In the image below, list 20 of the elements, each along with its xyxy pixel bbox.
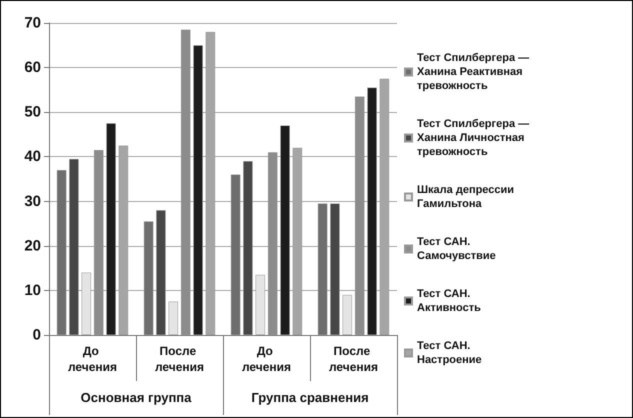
x-tick-label: После лечения — [328, 344, 378, 374]
x-tick-label: До лечения — [68, 344, 118, 374]
legend-label: Тест САН. Активность — [417, 288, 482, 314]
y-tick-label: 70 — [24, 14, 41, 32]
legend-label: Тест САН. Настроение — [417, 340, 482, 366]
y-tick-label: 0 — [32, 326, 41, 344]
y-tick-label: 30 — [24, 192, 41, 210]
x-tick-label: После лечения — [154, 344, 204, 374]
legend-label: Тест Спилбергера — Ханина Личностная тревожность — [417, 118, 532, 158]
text: Основная группа — [80, 390, 192, 405]
y-tick-label: 40 — [24, 148, 41, 166]
legend-label: Тест САН. Самочувствие — [417, 236, 496, 262]
y-tick-label: 60 — [24, 59, 41, 76]
y-tick-label: 50 — [24, 104, 41, 121]
legend-label: Шкала депрессии Гамильтона — [417, 184, 518, 210]
x-tick-label: До лечения — [242, 344, 292, 374]
y-tick-label: 20 — [24, 237, 41, 254]
text: Группа сравнения — [251, 390, 369, 405]
y-tick-label: 10 — [24, 282, 41, 299]
legend-label: Тест Спилбергера — Ханина Реактивная тревожность — [417, 52, 532, 92]
